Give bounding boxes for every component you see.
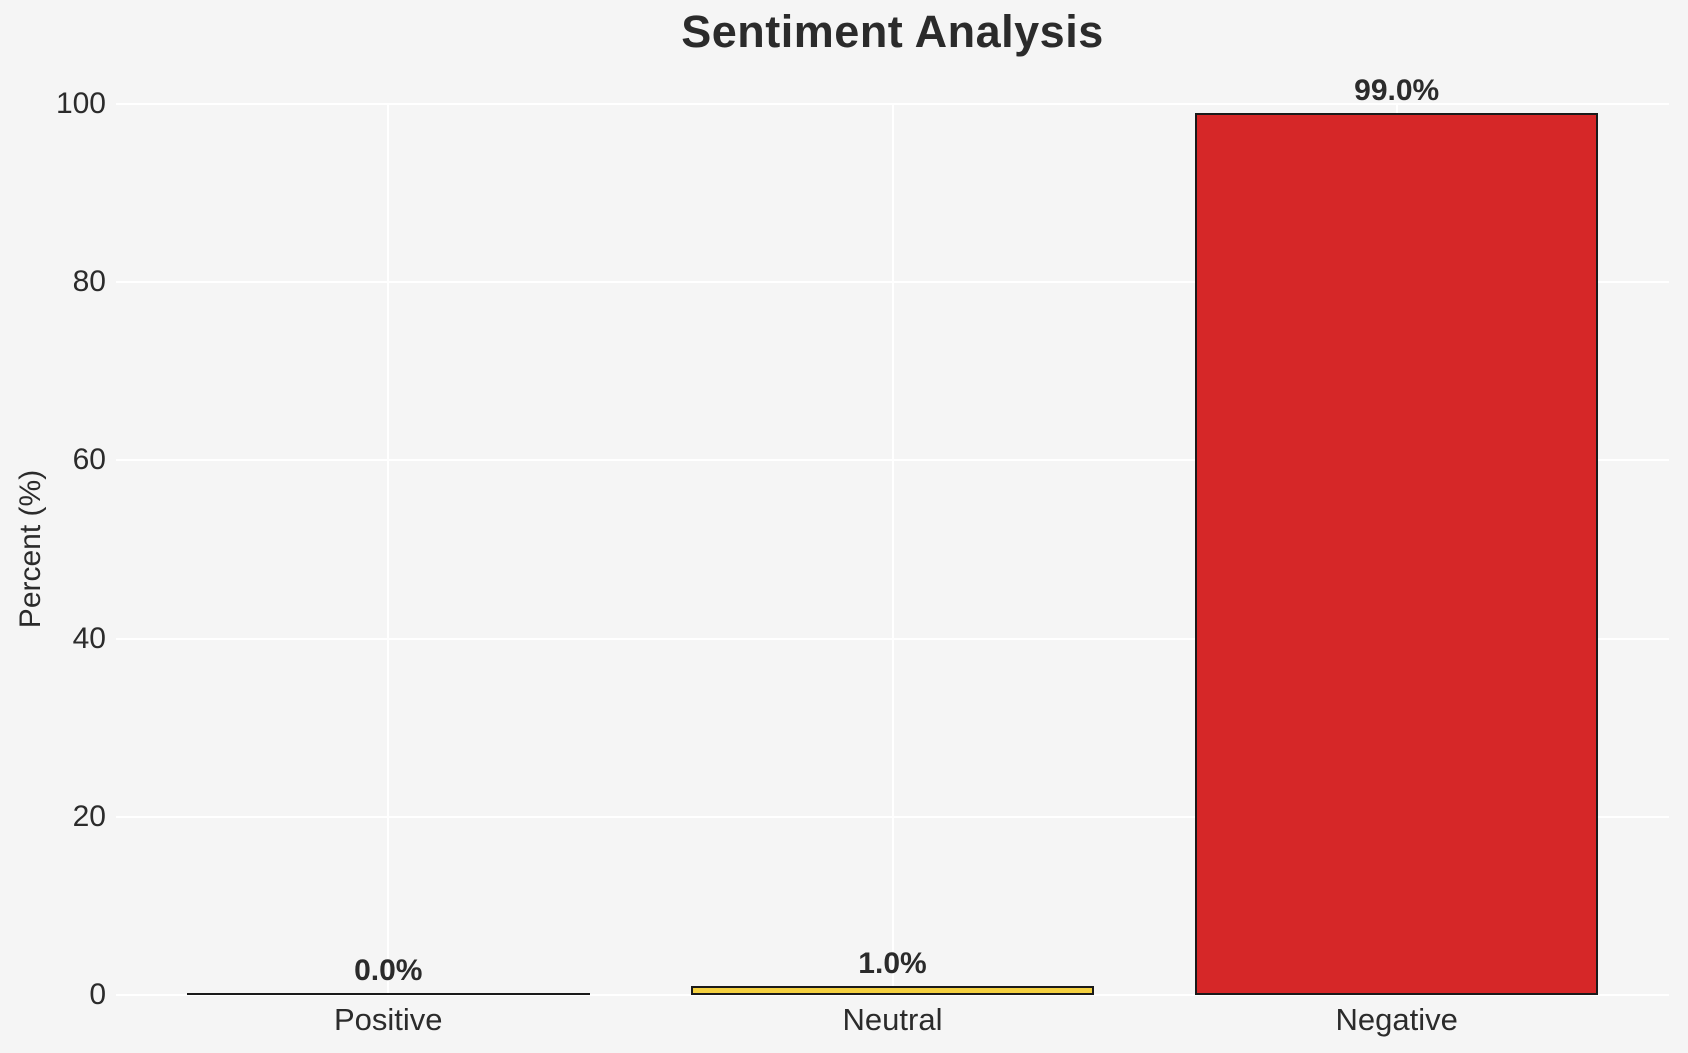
bar-negative xyxy=(1195,112,1599,995)
x-tick-positive: Positive xyxy=(333,1002,443,1037)
value-label-negative: 99.0% xyxy=(1354,73,1440,107)
y-tick-80: 80 xyxy=(72,265,106,299)
y-tick-100: 100 xyxy=(55,87,106,120)
gridline-vertical-positive xyxy=(387,104,390,995)
y-tick-60: 60 xyxy=(72,443,106,477)
bar-positive xyxy=(186,993,590,995)
bar-neutral xyxy=(690,986,1095,995)
y-tick-20: 20 xyxy=(72,799,106,833)
x-tick-neutral: Neutral xyxy=(842,1002,943,1037)
gridline-horizontal-20 xyxy=(116,815,1669,818)
gridline-vertical-neutral xyxy=(891,104,894,995)
plot-area: 0.0% 1.0% 99.0% xyxy=(116,74,1669,996)
x-tick-negative: Negative xyxy=(1335,1002,1458,1037)
gridline-horizontal-80 xyxy=(116,281,1669,284)
y-tick-40: 40 xyxy=(72,621,106,655)
y-tick-0: 0 xyxy=(89,978,106,1011)
value-label-positive: 0.0% xyxy=(354,954,423,987)
value-label-neutral: 1.0% xyxy=(858,947,927,981)
gridline-horizontal-60 xyxy=(116,459,1669,462)
y-axis-label: Percent (%) xyxy=(14,469,47,629)
chart-title: Sentiment Analysis xyxy=(681,6,1104,57)
gridline-horizontal-0 xyxy=(116,994,1669,996)
gridline-horizontal-40 xyxy=(116,637,1669,640)
gridline-horizontal-100 xyxy=(116,103,1669,105)
